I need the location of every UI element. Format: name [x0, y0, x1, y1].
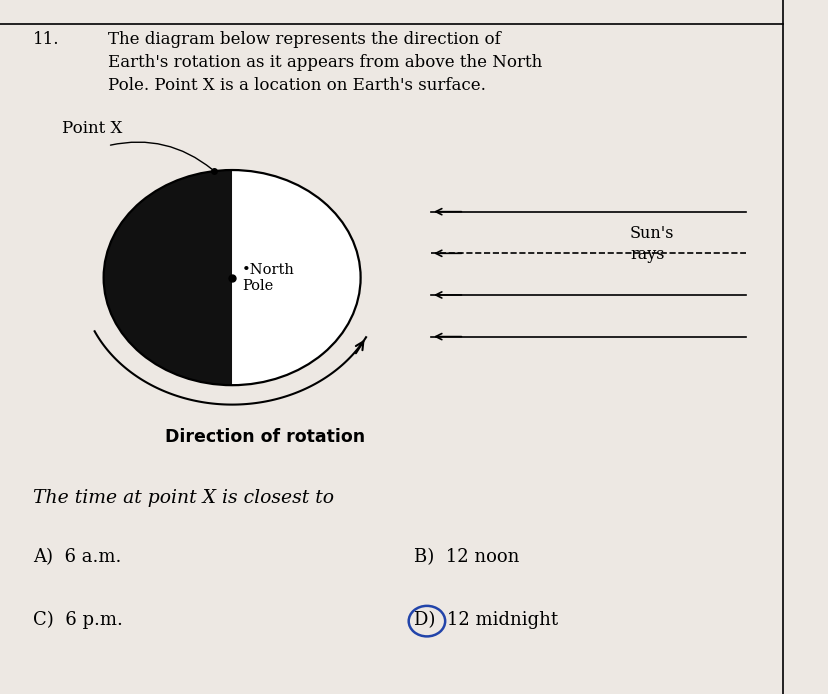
Text: The diagram below represents the direction of
Earth's rotation as it appears fro: The diagram below represents the directi… — [108, 31, 542, 94]
Text: D)  12 midnight: D) 12 midnight — [414, 611, 558, 629]
Text: Point X: Point X — [62, 120, 123, 137]
Text: The time at point X is closest to: The time at point X is closest to — [33, 489, 334, 507]
Wedge shape — [104, 170, 232, 385]
Text: Direction of rotation: Direction of rotation — [165, 428, 365, 446]
Text: A)  6 a.m.: A) 6 a.m. — [33, 548, 122, 566]
Text: 11.: 11. — [33, 31, 60, 48]
Text: Sun's
rays: Sun's rays — [629, 226, 674, 263]
Text: B)  12 noon: B) 12 noon — [414, 548, 519, 566]
Text: C)  6 p.m.: C) 6 p.m. — [33, 611, 123, 629]
Wedge shape — [232, 170, 360, 385]
Text: •North
Pole: •North Pole — [242, 262, 295, 293]
